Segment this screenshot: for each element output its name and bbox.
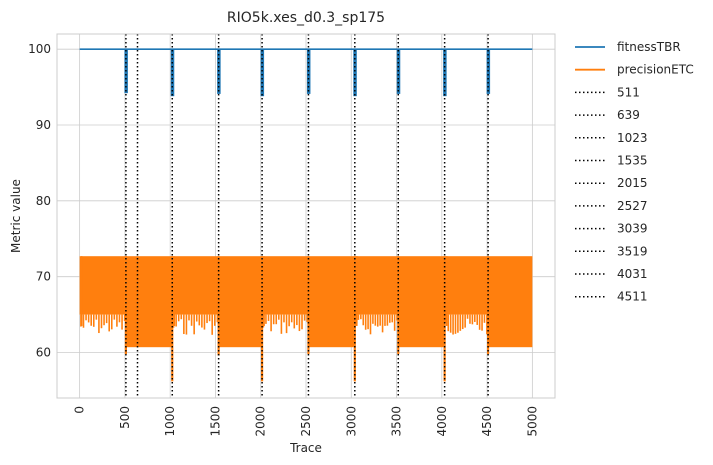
fitnessTBR-dip (306, 49, 311, 94)
precisionETC-band (354, 256, 399, 315)
legend-label-vline: 511 (617, 85, 640, 99)
legend-label-vline: 2015 (617, 176, 648, 190)
x-tick-label: 3500 (390, 406, 404, 437)
precisionETC-band (488, 256, 533, 348)
x-tick-label: 0 (73, 406, 87, 414)
fitnessTBR-dip (170, 49, 175, 97)
precisionETC-band (444, 256, 489, 315)
legend-label-vline: 4511 (617, 290, 648, 304)
x-tick-label: 1000 (163, 406, 177, 437)
x-tick-label: 2500 (299, 406, 313, 437)
x-tick-label: 4000 (435, 406, 449, 437)
legend-label-vline: 4031 (617, 267, 648, 281)
legend-label-fitnessTBR: fitnessTBR (617, 40, 681, 54)
x-tick-label: 1500 (208, 406, 222, 437)
y-tick-labels: 60 70 80 90 100 (28, 42, 51, 359)
x-tick-label: 500 (118, 406, 132, 429)
plot-frame (56, 33, 556, 399)
vertical-lines (125, 34, 489, 398)
y-tick-label: 100 (28, 42, 51, 56)
fitnessTBR-dip (443, 49, 447, 97)
legend-label-vline: 2527 (617, 199, 648, 213)
legend-label-vline: 1535 (617, 154, 648, 168)
legend-label-vline: 1023 (617, 131, 648, 145)
x-tick-label: 5000 (525, 406, 539, 437)
precisionETC-band (308, 256, 355, 348)
legend-label-vline: 3519 (617, 244, 648, 258)
precisionETC-band (398, 256, 445, 348)
fitnessTBR-dip (396, 49, 401, 94)
precisionETC-series (79, 256, 533, 382)
legend-label-vline: 639 (617, 108, 640, 122)
fitnessTBR-dip (260, 49, 265, 97)
fitnessTBR-dip (353, 49, 357, 97)
y-tick-label: 70 (36, 270, 51, 284)
x-tick-labels: 0 500 1000 1500 2000 2500 3000 3500 4000 4500 5000 (73, 406, 540, 437)
x-axis-label: Trace (289, 441, 322, 455)
y-tick-label: 80 (36, 194, 51, 208)
y-tick-label: 60 (36, 346, 51, 360)
legend-label-precisionETC: precisionETC (617, 63, 694, 77)
x-tick-label: 4500 (480, 406, 494, 437)
x-tick-label: 2000 (254, 406, 268, 437)
precisionETC-band (79, 256, 126, 315)
precisionETC-band (218, 256, 263, 348)
fitnessTBR-dip (486, 49, 491, 94)
fitnessTBR-dip (217, 49, 221, 94)
precisionETC-band (172, 256, 219, 315)
x-tick-label: 3000 (344, 406, 358, 437)
precisionETC-band (125, 256, 173, 348)
y-axis-label: Metric value (9, 179, 23, 253)
y-tick-label: 90 (36, 118, 51, 132)
chart-title: RIO5k.xes_d0.3_sp175 (227, 10, 385, 26)
legend-label-vline: 3039 (617, 222, 648, 236)
precisionETC-band (262, 256, 309, 315)
legend: fitnessTBR precisionETC 511 639 1023 1535 2015… (575, 40, 694, 304)
